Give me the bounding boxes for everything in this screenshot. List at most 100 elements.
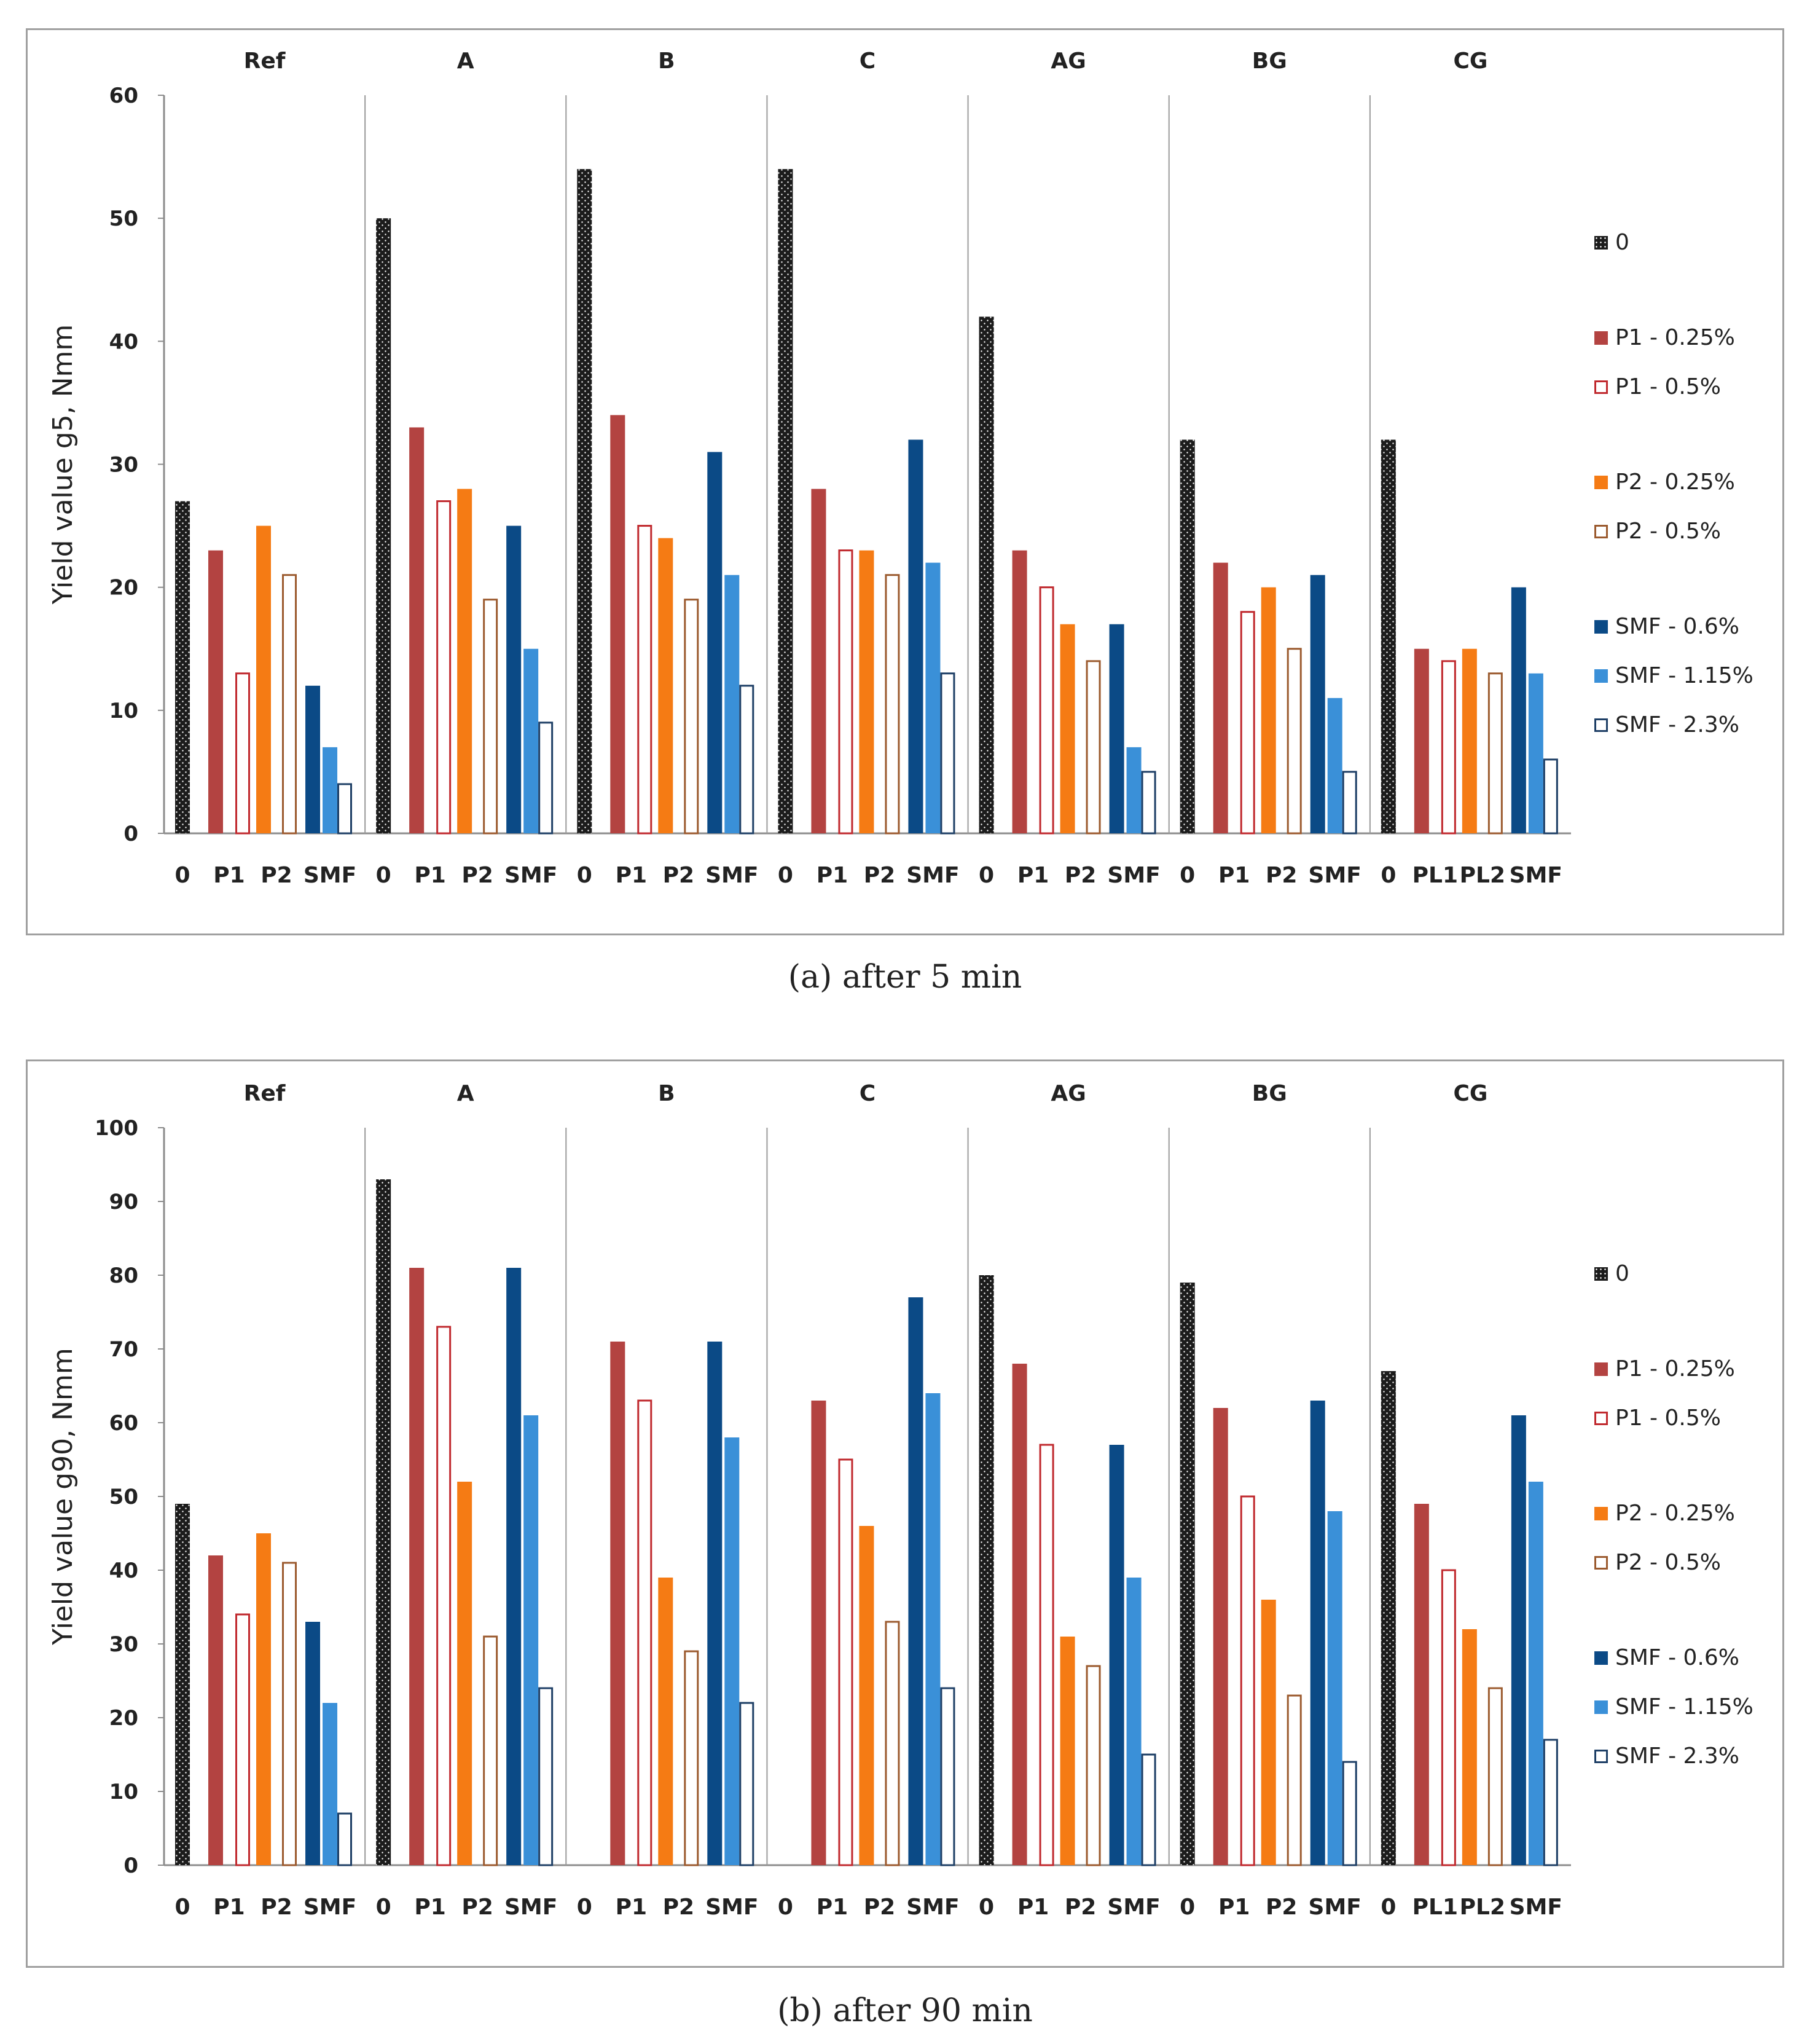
legend-item: SMF - 2.3% (1594, 712, 1739, 737)
legend-swatch (1594, 475, 1608, 489)
legend-swatch (1594, 619, 1608, 634)
legend-item: P1 - 0.5% (1594, 1405, 1721, 1431)
bar (925, 562, 941, 833)
bar (658, 1578, 673, 1865)
caption-b: (b) after 90 min (777, 1992, 1033, 2029)
x-tick-label: 0 (174, 1895, 190, 1920)
bar (739, 1702, 754, 1866)
bar (1086, 660, 1101, 835)
bar (1039, 586, 1054, 835)
legend-swatch (1594, 1749, 1608, 1763)
bar (1240, 611, 1255, 835)
bar (1511, 587, 1526, 833)
bar (323, 747, 337, 833)
y-tick-label: 80 (109, 1264, 138, 1288)
bar (707, 452, 723, 833)
legend-item: P2 - 0.25% (1594, 1501, 1735, 1526)
bar (1287, 1694, 1302, 1866)
bar (282, 1562, 297, 1866)
chart-a-svg: 0 10 20 30 40 50 60 Yield value g5, Nmm Ref 0 P1 P2… (47, 49, 1571, 888)
y-tick-label: 20 (109, 1706, 138, 1731)
x-tick-label: 0 (1381, 863, 1396, 888)
legend-item: P1 - 0.25% (1594, 325, 1735, 350)
y-tick-label: 10 (109, 1780, 138, 1804)
bar (979, 316, 994, 833)
legend-item: P2 - 0.5% (1594, 519, 1721, 544)
bar (1543, 758, 1558, 835)
bar (235, 672, 250, 835)
bar (323, 1703, 337, 1865)
bar (1141, 1753, 1156, 1866)
x-tick-label: 0 (174, 863, 190, 888)
x-tick-label: 0 (376, 863, 391, 888)
x-tick-label: 0 (376, 1895, 391, 1920)
legend-label: SMF - 0.6% (1615, 614, 1739, 639)
group-label: A (457, 1081, 474, 1106)
legend-swatch (1594, 1700, 1608, 1714)
y-tick-label: 100 (95, 1116, 138, 1141)
bar (1528, 673, 1543, 833)
x-tick-label: P1 (817, 1895, 848, 1920)
chart-b-svg: 0 10 20 30 40 50 60 70 80 90 100 Yield value g90, N… (47, 1081, 1571, 1920)
y-tick-label: 90 (109, 1190, 138, 1214)
y-tick-label: 40 (109, 329, 138, 354)
x-tick-label: PL2 (1460, 1895, 1505, 1920)
bar (1381, 1371, 1396, 1865)
bar (1141, 771, 1156, 835)
bar (1342, 771, 1357, 835)
bar (523, 1415, 539, 1865)
bar (483, 1635, 498, 1866)
legend-item: SMF - 1.15% (1594, 663, 1753, 688)
legend-swatch (1594, 1267, 1608, 1281)
legend-label: P2 - 0.5% (1615, 1550, 1721, 1575)
bar (538, 721, 554, 835)
bar (208, 550, 223, 833)
x-tick-label: P1 (1218, 1895, 1250, 1920)
bar (457, 1482, 472, 1865)
legend-swatch (1594, 1506, 1608, 1520)
bar (457, 489, 472, 833)
x-tick-label: 0 (1180, 1895, 1195, 1920)
bar (925, 1393, 941, 1865)
bar (637, 525, 652, 835)
caption-a: (a) after 5 min (788, 959, 1022, 996)
bar (1261, 587, 1276, 833)
group-label: Ref (244, 1081, 286, 1106)
bar (1180, 1283, 1195, 1865)
bar (409, 427, 425, 833)
bar (1414, 648, 1429, 833)
bar (1487, 672, 1503, 835)
bar (778, 169, 793, 834)
bar (376, 218, 391, 834)
bar (1126, 747, 1142, 833)
bar (908, 439, 923, 833)
legend-swatch (1594, 718, 1608, 732)
bar (1414, 1504, 1429, 1865)
x-tick-label: P1 (1017, 1895, 1049, 1920)
bar (885, 574, 900, 835)
bar (811, 489, 826, 833)
bar (506, 1268, 522, 1865)
x-tick-label: P2 (461, 863, 493, 888)
bar (940, 1687, 955, 1866)
bar (610, 415, 625, 833)
bar (684, 1650, 699, 1866)
group-label: BG (1252, 49, 1287, 74)
x-tick-label: SMF (906, 863, 959, 888)
legend-label: 0 (1615, 230, 1629, 255)
x-tick-label: P2 (663, 1895, 694, 1920)
bar (979, 1275, 994, 1865)
legend-label: P1 - 0.25% (1615, 1356, 1735, 1382)
bar (436, 500, 452, 835)
bar (908, 1297, 923, 1865)
bar (1327, 1511, 1342, 1865)
x-tick-label: SMF (705, 1895, 758, 1920)
x-tick-label: 0 (1180, 863, 1195, 888)
x-tick-label: SMF (1510, 1895, 1562, 1920)
bar (707, 1342, 723, 1865)
group-label: C (860, 49, 876, 74)
x-tick-label: SMF (1309, 863, 1361, 888)
legend-label: P1 - 0.5% (1615, 374, 1721, 399)
x-tick-label: P2 (1065, 1895, 1096, 1920)
group-label: BG (1252, 1081, 1287, 1106)
